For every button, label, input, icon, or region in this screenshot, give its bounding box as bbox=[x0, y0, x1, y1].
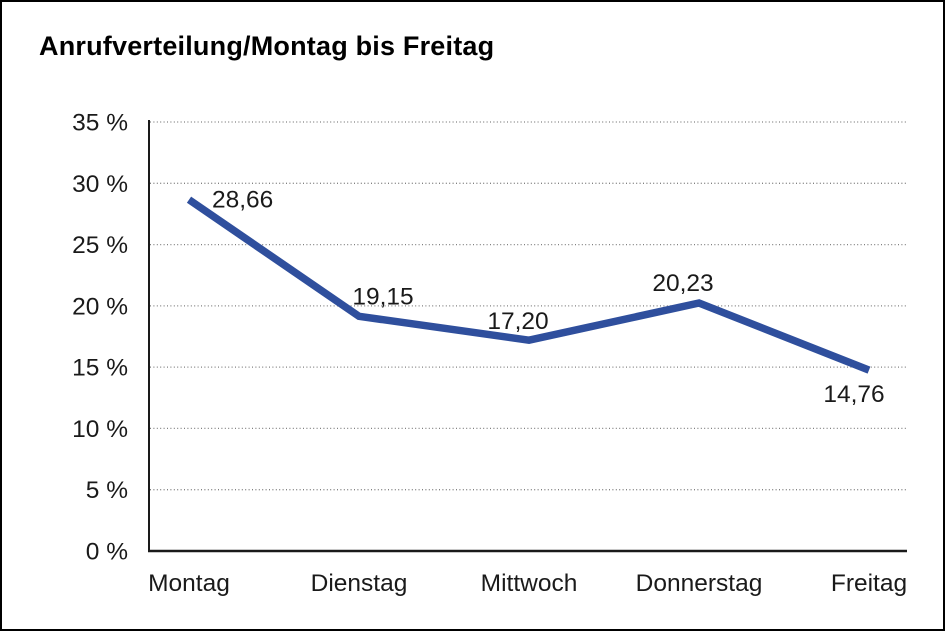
y-tick-label: 20 % bbox=[72, 293, 128, 320]
data-point-label: 17,20 bbox=[487, 308, 548, 335]
x-category-label: Freitag bbox=[831, 570, 907, 597]
chart-title: Anrufverteilung/Montag bis Freitag bbox=[39, 31, 495, 61]
y-tick-label: 5 % bbox=[86, 477, 128, 504]
y-tick-label: 30 % bbox=[72, 171, 128, 198]
y-tick-label: 35 % bbox=[72, 110, 128, 137]
data-point-label: 20,23 bbox=[652, 270, 713, 297]
data-series-line bbox=[186, 196, 871, 374]
x-category-label: Mittwoch bbox=[481, 570, 578, 597]
x-category-label: Donnerstag bbox=[636, 570, 763, 597]
data-point-label: 19,15 bbox=[352, 283, 413, 310]
x-category-label: Montag bbox=[148, 570, 230, 597]
y-tick-label: 15 % bbox=[72, 355, 128, 382]
data-point-label: 28,66 bbox=[212, 187, 273, 214]
y-tick-label: 0 % bbox=[86, 539, 128, 566]
data-point-label: 14,76 bbox=[823, 381, 884, 408]
y-tick-label: 10 % bbox=[72, 416, 128, 443]
y-tick-label: 25 % bbox=[72, 232, 128, 259]
x-category-label: Dienstag bbox=[311, 570, 408, 597]
